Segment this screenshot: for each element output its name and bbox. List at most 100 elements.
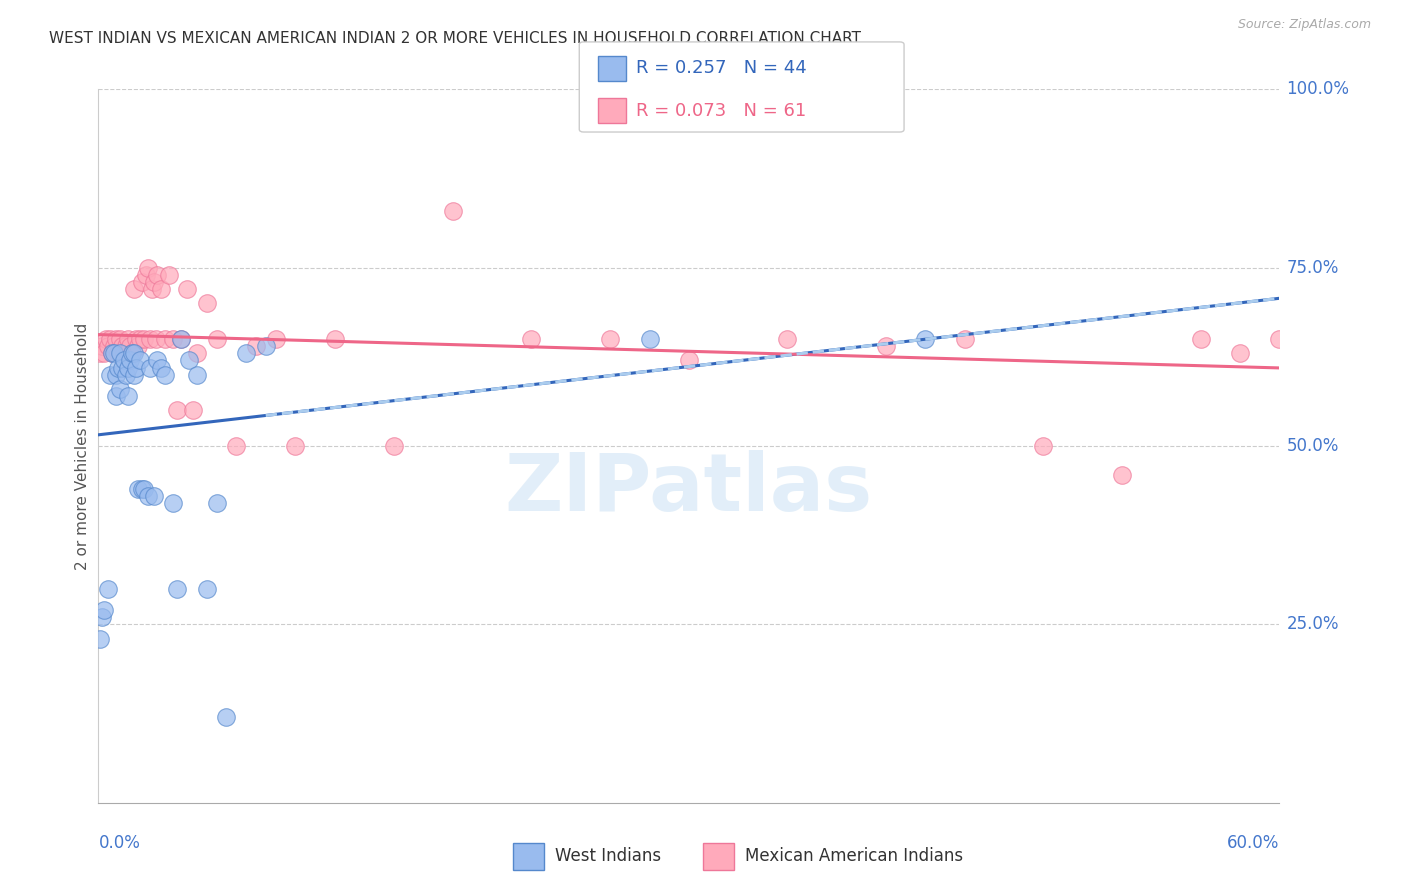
Point: [108, 346, 131, 360]
Point: [89, 632, 111, 646]
Point: [638, 332, 661, 346]
Point: [520, 332, 543, 346]
Point: [117, 360, 139, 375]
Point: [235, 346, 257, 360]
Point: [97, 582, 120, 596]
Point: [323, 332, 346, 346]
Point: [128, 332, 150, 346]
Point: [121, 346, 143, 360]
Point: [93, 603, 115, 617]
Point: [150, 282, 173, 296]
Point: [125, 360, 148, 375]
Point: [678, 353, 700, 368]
Point: [157, 268, 180, 282]
Point: [176, 282, 198, 296]
Point: [115, 368, 138, 382]
Point: [195, 582, 218, 596]
Point: [141, 282, 163, 296]
Point: [93, 346, 115, 360]
Point: [150, 360, 173, 375]
Point: [125, 332, 148, 346]
Point: [170, 332, 193, 346]
Point: [953, 332, 976, 346]
Point: [122, 368, 145, 382]
Point: [136, 489, 159, 503]
Point: [1268, 332, 1291, 346]
Point: [162, 496, 184, 510]
Text: 25.0%: 25.0%: [1286, 615, 1339, 633]
Point: [142, 489, 165, 503]
Point: [1032, 439, 1054, 453]
Y-axis label: 2 or more Vehicles in Household: 2 or more Vehicles in Household: [75, 322, 90, 570]
Point: [101, 346, 124, 360]
Point: [1189, 332, 1212, 346]
Point: [170, 332, 193, 346]
Point: [131, 275, 153, 289]
Point: [166, 582, 188, 596]
Point: [96, 332, 118, 346]
Point: [105, 368, 128, 382]
Point: [155, 368, 177, 382]
Point: [205, 332, 228, 346]
Point: [121, 346, 143, 360]
Point: [1327, 332, 1350, 346]
Point: [115, 339, 138, 353]
Point: [91, 610, 114, 624]
Point: [131, 482, 153, 496]
Point: [98, 332, 121, 346]
Point: [914, 332, 936, 346]
Point: [145, 332, 167, 346]
Point: [112, 346, 135, 360]
Point: [254, 339, 277, 353]
Point: [215, 710, 238, 724]
Point: [205, 496, 228, 510]
Point: [138, 360, 160, 375]
Point: [599, 332, 621, 346]
Point: [132, 482, 155, 496]
Point: [181, 403, 204, 417]
Point: [135, 268, 157, 282]
Point: [118, 339, 141, 353]
Text: R = 0.073   N = 61: R = 0.073 N = 61: [636, 102, 806, 120]
Point: [177, 353, 200, 368]
Point: [112, 353, 135, 368]
Text: 60.0%: 60.0%: [1227, 834, 1279, 852]
Point: [107, 360, 129, 375]
Point: [776, 332, 799, 346]
Text: 100.0%: 100.0%: [1286, 80, 1350, 98]
Point: [875, 339, 897, 353]
Point: [108, 332, 131, 346]
Point: [117, 332, 139, 346]
Point: [245, 339, 267, 353]
Text: Source: ZipAtlas.com: Source: ZipAtlas.com: [1237, 18, 1371, 31]
Point: [97, 339, 120, 353]
Point: [122, 346, 145, 360]
Text: 0.0%: 0.0%: [98, 834, 141, 852]
Point: [132, 332, 155, 346]
Point: [264, 332, 287, 346]
Text: WEST INDIAN VS MEXICAN AMERICAN INDIAN 2 OR MORE VEHICLES IN HOUSEHOLD CORRELATI: WEST INDIAN VS MEXICAN AMERICAN INDIAN 2…: [49, 31, 862, 46]
Point: [128, 353, 150, 368]
Point: [284, 439, 307, 453]
Point: [441, 203, 464, 218]
Text: 75.0%: 75.0%: [1286, 259, 1339, 277]
Point: [136, 260, 159, 275]
Point: [103, 346, 125, 360]
Point: [89, 346, 111, 360]
Point: [127, 339, 149, 353]
Text: Mexican American Indians: Mexican American Indians: [745, 847, 963, 865]
Point: [118, 353, 141, 368]
Point: [122, 282, 145, 296]
Point: [142, 275, 165, 289]
Point: [195, 296, 218, 310]
Point: [111, 360, 134, 375]
Point: [162, 332, 184, 346]
Point: [105, 332, 128, 346]
Point: [105, 389, 128, 403]
Point: [146, 353, 169, 368]
Point: [186, 346, 208, 360]
Point: [1367, 332, 1389, 346]
Point: [98, 368, 121, 382]
Point: [107, 346, 129, 360]
Point: [186, 368, 208, 382]
